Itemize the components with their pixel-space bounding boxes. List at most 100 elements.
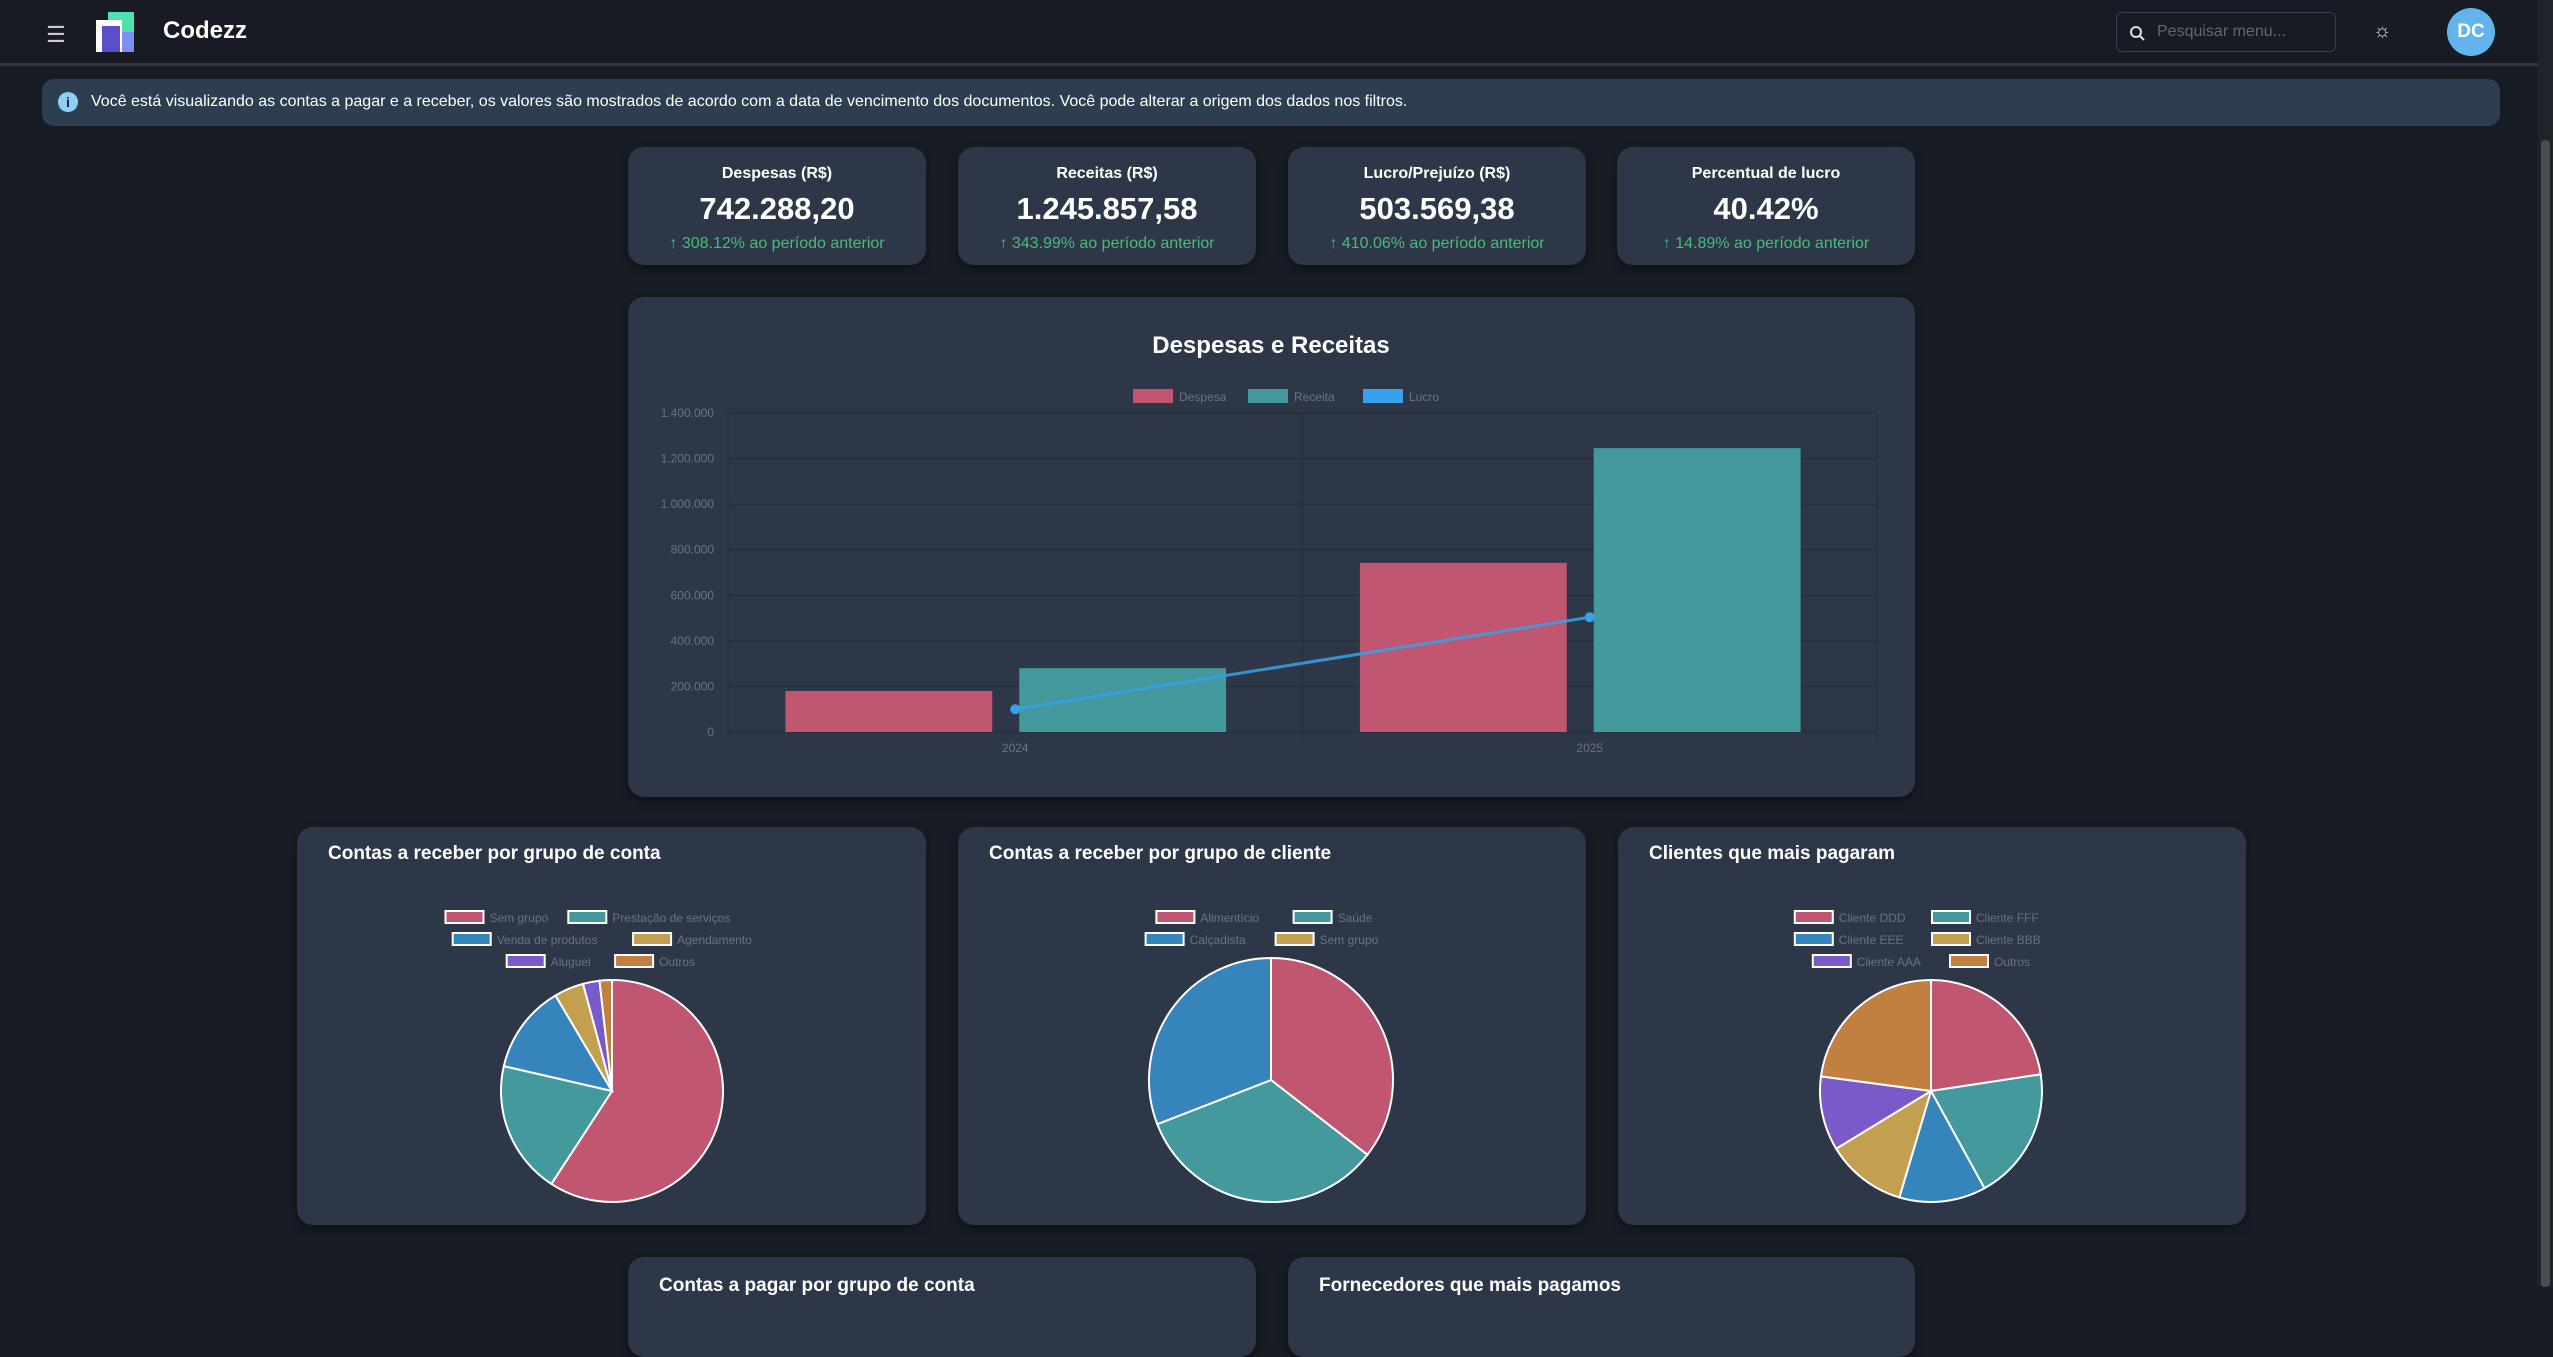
pie-slice	[549, 978, 724, 1203]
pie-slice	[1898, 1088, 1986, 1203]
kpi-change: 343.99% ao período anterior	[1011, 235, 1215, 252]
y-tick-label: 1.400.000	[661, 406, 715, 420]
scrollbar-thumb[interactable]	[2541, 140, 2550, 1287]
legend-swatch	[1274, 932, 1315, 946]
legend-swatch	[1144, 932, 1185, 946]
kpi-change: 410.06% ao período anterior	[1341, 235, 1545, 252]
legend-swatch	[632, 932, 673, 946]
legend-label: Venda de produtos	[497, 933, 598, 947]
lucro-point	[1010, 704, 1021, 715]
x-tick-label: 2024	[1002, 741, 1029, 755]
pie-card-grupo-conta: Contas a receber por grupo de conta Sem g…	[297, 827, 926, 1225]
kpi-label: Despesas (R$)	[721, 165, 833, 182]
legend-swatch	[1811, 954, 1852, 968]
search-icon	[2130, 26, 2145, 41]
y-tick-label: 1.200.000	[661, 452, 715, 466]
y-tick-label: 400.000	[671, 634, 715, 648]
avatar[interactable]: DC	[2447, 8, 2495, 56]
card-title: Contas a receber por grupo de conta	[328, 843, 661, 864]
kpi-label: Percentual de lucro	[1691, 165, 1841, 182]
pie-slice	[598, 978, 613, 1092]
legend-label: Prestação de serviços	[612, 911, 730, 925]
arrow-up-icon: ↑	[999, 235, 1008, 252]
legend-swatch	[1931, 932, 1971, 946]
sun-icon[interactable]: ☼	[2373, 20, 2392, 42]
arrow-up-icon: ↑	[1662, 235, 1671, 252]
legend-label: Cliente BBB	[1976, 933, 2041, 947]
bar-despesa	[1359, 562, 1567, 732]
legend-swatch	[1793, 932, 1834, 946]
lucro-point	[1584, 612, 1595, 623]
kpi-label: Receitas (R$)	[1056, 165, 1158, 182]
kpi-value: 503.569,38	[1359, 191, 1515, 226]
y-tick-label: 600.000	[671, 588, 715, 602]
kpi-change: 14.89% ao período anterior	[1675, 235, 1870, 252]
pie-slice	[1819, 1075, 1934, 1151]
legend-swatch	[1133, 389, 1173, 403]
y-tick-label: 1.000.000	[661, 497, 715, 511]
pie-slice	[1929, 1073, 2043, 1190]
legend-label: Sem grupo	[490, 911, 549, 925]
kpi-card: Receitas (R$) 1.245.857,58 ↑ 343.99% ao pe…	[958, 147, 1256, 265]
card-title: Contas a receber por grupo de cliente	[989, 843, 1332, 864]
x-tick-label: 2025	[1576, 741, 1603, 755]
legend-swatch	[1363, 389, 1403, 403]
legend-swatch	[1155, 910, 1196, 924]
pie-card-clientes: Clientes que mais pagaram Cliente DDD Clie…	[1618, 827, 2246, 1225]
bar-receita	[1019, 668, 1227, 732]
pie-slice	[1270, 956, 1394, 1157]
kpi-card: Despesas (R$) 742.288,20 ↑ 308.12% ao perí…	[628, 147, 926, 265]
legend-label: Cliente FFF	[1976, 911, 2039, 925]
bar-despesa	[785, 690, 993, 732]
kpi-value: 1.245.857,58	[1016, 191, 1198, 226]
arrow-up-icon: ↑	[669, 235, 678, 252]
y-tick-label: 0	[707, 725, 714, 739]
info-banner: i Você está visualizando as contas a pag…	[42, 79, 2500, 126]
legend-label: Sem grupo	[1320, 933, 1379, 947]
legend-label: Alimentício	[1200, 911, 1259, 925]
y-tick-label: 200.000	[671, 679, 715, 693]
kpi-card: Lucro/Prejuízo (R$) 503.569,38 ↑ 410.06% a…	[1288, 147, 1586, 265]
pie-card-grupo-cliente: Contas a receber por grupo de cliente Ali…	[958, 827, 1586, 1225]
y-tick-label: 800.000	[671, 543, 715, 557]
legend-label: Saúde	[1338, 911, 1373, 925]
legend-swatch	[444, 910, 485, 924]
fornecedores-card: Fornecedores que mais pagamos	[1288, 1257, 1915, 1357]
legend-label: Calçadista	[1190, 933, 1246, 947]
card-title: Contas a pagar por grupo de conta	[659, 1275, 975, 1296]
arrow-up-icon: ↑	[1329, 235, 1338, 252]
legend-label: Aluguel	[551, 955, 591, 969]
legend-swatch	[1793, 910, 1834, 924]
scrollbar[interactable]	[2538, 0, 2553, 1287]
hamburger-icon[interactable]: ☰	[46, 22, 66, 47]
kpi-label: Lucro/Prejuízo (R$)	[1363, 165, 1511, 182]
brand-name: Codezz	[163, 17, 247, 44]
legend-label: Outros	[1994, 955, 2030, 969]
legend-label: Despesa	[1179, 390, 1227, 404]
codezz-logo	[96, 12, 134, 52]
pie-slice	[500, 1064, 614, 1186]
legend-label: Outros	[659, 955, 695, 969]
pie-slice	[1930, 978, 2042, 1093]
kpi-card: Percentual de lucro 40.42% ↑ 14.89% ao per…	[1617, 147, 1915, 265]
legend-swatch	[451, 932, 492, 946]
kpi-change: 308.12% ao período anterior	[681, 235, 885, 252]
legend-swatch	[614, 954, 655, 968]
legend-label: Cliente EEE	[1839, 933, 1904, 947]
info-text: Você está visualizando as contas a pagar…	[91, 93, 1408, 110]
legend-label: Cliente DDD	[1839, 911, 1906, 925]
pie-slice	[1148, 956, 1272, 1126]
lucro-line	[1015, 615, 1590, 711]
legend-swatch	[1292, 910, 1333, 924]
despesas-receitas-card: Despesas e Receitas 0 200.000 400.000 600.00…	[628, 297, 1915, 797]
legend-label: Cliente AAA	[1857, 955, 1921, 969]
bar-receita	[1593, 448, 1801, 732]
legend-swatch	[1949, 954, 1989, 968]
legend-swatch	[567, 910, 608, 924]
legend-label: Agendamento	[677, 933, 752, 947]
search-input[interactable]: Pesquisar menu...	[2116, 12, 2336, 52]
pie-slice	[1834, 1088, 1933, 1199]
legend-swatch	[1931, 910, 1971, 924]
despesas-receitas-chart: Despesas e Receitas 0 200.000 400.000 600.00…	[661, 332, 1878, 755]
pie-slice	[1819, 978, 1932, 1093]
